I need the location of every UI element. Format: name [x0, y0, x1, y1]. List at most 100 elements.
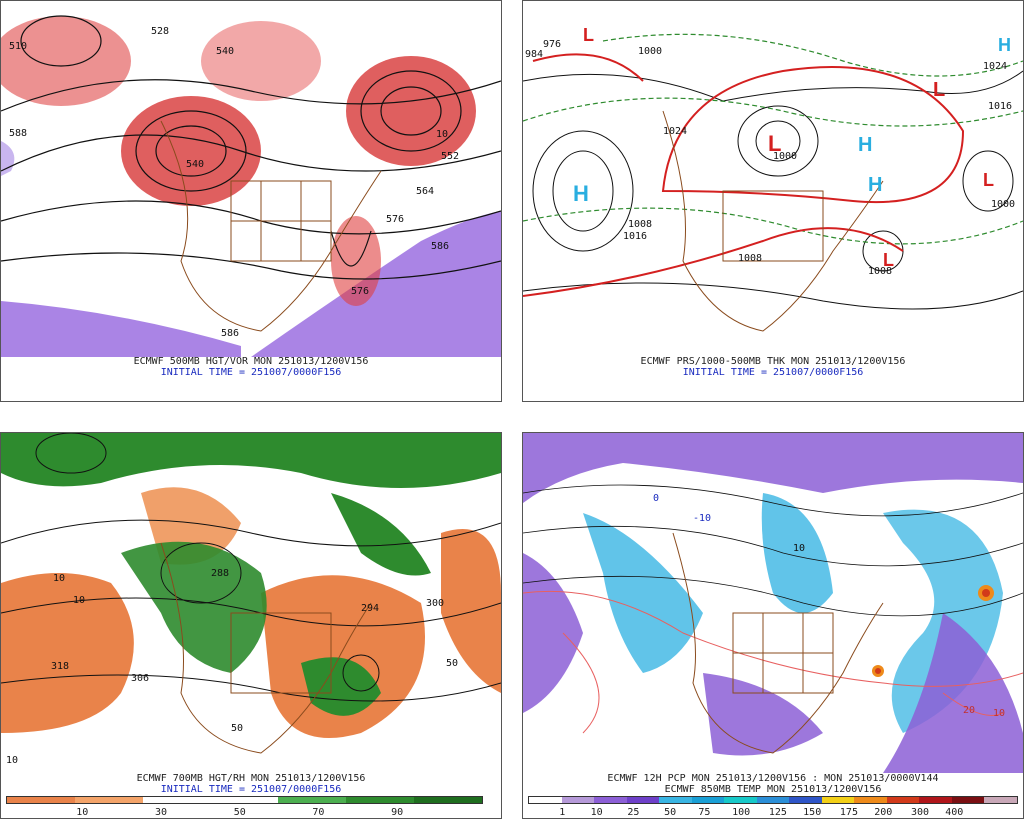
panel-pressure-thickness: H H H H L L L L L 1000 1024 1008 1016 10… — [522, 0, 1024, 402]
contour-label: 10 — [73, 595, 86, 606]
svg-text:L: L — [983, 170, 994, 190]
scale-tick: 50 — [664, 807, 677, 818]
initial-time: INITIAL TIME = 251007/0000F156 — [160, 784, 342, 795]
svg-text:H: H — [998, 35, 1011, 55]
contour-label: 10 — [6, 755, 19, 766]
scale-swatch — [789, 797, 822, 803]
contour-label: 10 — [793, 543, 806, 554]
scale-tick: 50 — [233, 807, 246, 818]
contour-label: 10 — [436, 129, 449, 140]
scale-tick: 300 — [910, 807, 930, 818]
contour-label: 306 — [131, 673, 150, 684]
scale-tick: 200 — [874, 807, 893, 818]
scale-swatch — [659, 797, 692, 803]
panel-caption: ECMWF PRS/1000-500MB THK MON 251013/1200… — [640, 356, 906, 367]
scale-swatch — [210, 797, 279, 803]
contour-label: 1008 — [868, 266, 893, 277]
scale-swatch — [854, 797, 887, 803]
contour-label: 552 — [441, 151, 460, 162]
contour-label: 576 — [386, 214, 405, 225]
contour-label: 10 — [993, 708, 1006, 719]
contour-label: 564 — [416, 186, 435, 197]
contour-label: 20 — [963, 705, 976, 716]
scale-swatch — [984, 797, 1017, 803]
scale-tick: 400 — [945, 807, 964, 818]
pressure-map: H H H H L L L L L — [523, 1, 1023, 357]
rh-scale-ticks: 10 30 50 70 90 — [6, 807, 483, 819]
contour-label: 1024 — [983, 61, 1008, 72]
contour-label: 50 — [446, 658, 459, 669]
contour-label: 1008 — [628, 219, 653, 230]
precip-map — [523, 433, 1023, 773]
scale-swatch — [886, 797, 920, 803]
contour-label: 1024 — [663, 126, 688, 137]
svg-text:L: L — [883, 250, 894, 270]
scale-swatch — [142, 797, 211, 803]
contour-label: 0 — [653, 493, 660, 504]
contour-label: 288 — [211, 568, 230, 579]
panel-caption: ECMWF 700MB HGT/RH MON 251013/1200V156 — [136, 773, 366, 784]
scale-tick: 150 — [803, 807, 822, 818]
svg-text:L: L — [583, 25, 594, 45]
scale-tick: 90 — [391, 807, 404, 818]
contour-label: 318 — [51, 661, 70, 672]
rh-color-scale — [6, 796, 483, 804]
contour-label: 976 — [543, 39, 562, 50]
svg-text:L: L — [768, 131, 781, 156]
scale-swatch — [626, 797, 660, 803]
scale-tick: 25 — [627, 807, 640, 818]
contour-label: 528 — [151, 26, 170, 37]
scale-swatch — [594, 797, 627, 803]
map-labels: 318 306 300 294 288 10 10 50 10 50 — [1, 433, 501, 773]
scale-swatch — [278, 797, 347, 803]
contour-label: 510 — [9, 41, 28, 52]
scale-tick: 10 — [76, 807, 89, 818]
scale-swatch — [561, 797, 595, 803]
scale-swatch — [7, 797, 75, 803]
scale-tick: 1 — [559, 807, 566, 818]
scale-tick: 175 — [839, 807, 858, 818]
contour-label: 540 — [216, 46, 235, 57]
panel-caption: ECMWF 12H PCP MON 251013/1200V156 : MON … — [607, 773, 939, 784]
initial-time: INITIAL TIME = 251007/0000F156 — [682, 367, 864, 378]
contour-label: 1000 — [773, 151, 798, 162]
contour-label: 1000 — [991, 199, 1016, 210]
svg-text:H: H — [573, 181, 589, 206]
scale-swatch — [691, 797, 725, 803]
contour-label: 294 — [361, 603, 380, 614]
contour-label: 540 — [186, 159, 205, 170]
contour-label: 300 — [426, 598, 445, 609]
contour-label: 50 — [231, 723, 244, 734]
contour-label: 588 — [9, 128, 28, 139]
contour-label: 1016 — [988, 101, 1013, 112]
scale-tick: 30 — [154, 807, 168, 818]
svg-text:H: H — [858, 134, 872, 156]
contour-label: 10 — [53, 573, 66, 584]
precip-color-scale — [528, 796, 1018, 804]
contour-label: 586 — [221, 328, 240, 339]
scale-tick: 75 — [698, 807, 711, 818]
panel-precip-850temp: 10 20 10 0 -10 ECMWF 12H PCP MON 251013/… — [522, 432, 1024, 819]
svg-text:L: L — [933, 79, 945, 101]
scale-swatch — [74, 797, 143, 803]
svg-text:H: H — [868, 174, 882, 196]
contour-label: 1000 — [638, 46, 663, 57]
scale-tick: 70 — [312, 807, 325, 818]
scale-tick: 100 — [732, 807, 751, 818]
contour-label: 1016 — [623, 231, 648, 242]
map-labels: 10 20 10 0 -10 — [523, 433, 1023, 773]
scale-swatch — [724, 797, 757, 803]
contour-label: 586 — [431, 241, 450, 252]
scale-swatch — [346, 797, 415, 803]
scale-swatch — [414, 797, 483, 803]
contour-label: -10 — [693, 513, 712, 524]
scale-swatch — [756, 797, 790, 803]
scale-tick: 125 — [768, 807, 787, 818]
humidity-map — [1, 433, 501, 773]
scale-swatch — [821, 797, 855, 803]
contour-label: 984 — [525, 49, 544, 60]
panel-caption: ECMWF 500MB HGT/VOR MON 251013/1200V156 — [133, 356, 369, 367]
vorticity-map — [1, 1, 501, 357]
initial-time: INITIAL TIME = 251007/0000F156 — [160, 367, 342, 378]
scale-swatch — [919, 797, 952, 803]
